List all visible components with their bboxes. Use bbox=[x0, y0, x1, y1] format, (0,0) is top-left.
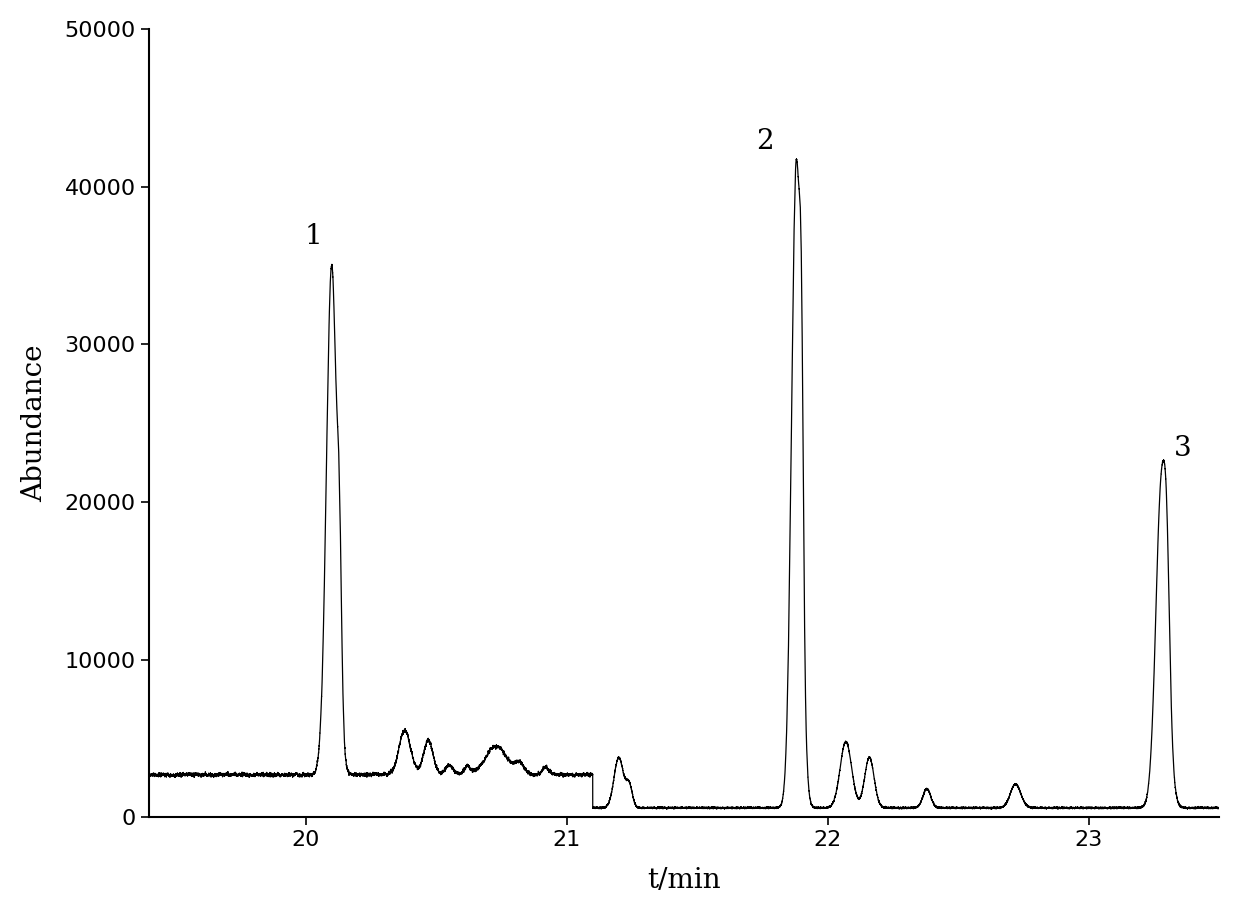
X-axis label: t/min: t/min bbox=[647, 867, 720, 894]
Text: 2: 2 bbox=[756, 128, 774, 155]
Text: 1: 1 bbox=[305, 222, 322, 250]
Y-axis label: Abundance: Abundance bbox=[21, 344, 48, 501]
Text: 3: 3 bbox=[1174, 436, 1192, 462]
